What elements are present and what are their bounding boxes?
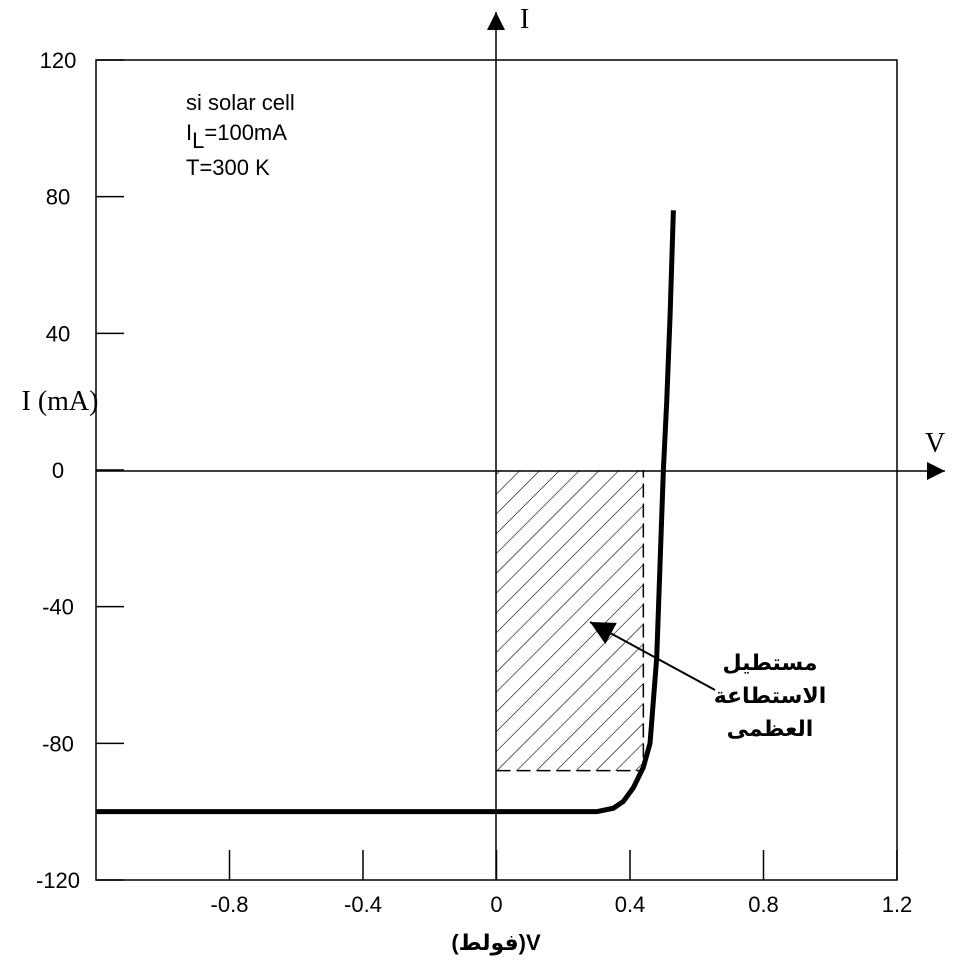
current-label: IL=100mA (186, 120, 287, 153)
y-axis-name: I (520, 4, 529, 35)
y-tick-label: 80 (46, 185, 70, 210)
max-power-label: مستطيل الاستطاعة العظمى (714, 650, 827, 741)
x-tick-label: 0.4 (615, 892, 646, 917)
x-tick-label: 1.2 (882, 892, 913, 917)
annotation-arrow (589, 621, 716, 691)
x-tick-label: -0.8 (211, 892, 249, 917)
current-subscript: L (192, 128, 204, 153)
cell-label: si solar cell (186, 90, 295, 115)
x-axis-name: V (925, 428, 945, 459)
y-axis-label: I (mA) (22, 386, 99, 417)
y-tick-label: -120 (36, 868, 80, 893)
x-tick-label: -0.4 (344, 892, 382, 917)
current-value: =100mA (204, 120, 287, 145)
y-tick-label: -80 (42, 731, 74, 756)
y-tick-label: -40 (42, 595, 74, 620)
max-power-rect (496, 470, 644, 771)
x-tick-label: 0 (490, 892, 502, 917)
max-power-line: مستطيل (722, 650, 817, 675)
y-tick-label: 120 (40, 48, 77, 73)
x-tick-label: 0.8 (748, 892, 779, 917)
max-power-line: العظمى (727, 716, 814, 741)
max-power-line: الاستطاعة (714, 683, 827, 708)
x-axis-label: V(فولط) (451, 930, 541, 956)
y-tick-label: 40 (46, 321, 70, 346)
temp-label: T=300 K (186, 155, 270, 180)
iv-curve (96, 210, 676, 815)
y-tick-label: 0 (52, 458, 64, 483)
current-symbol: I (186, 120, 192, 145)
